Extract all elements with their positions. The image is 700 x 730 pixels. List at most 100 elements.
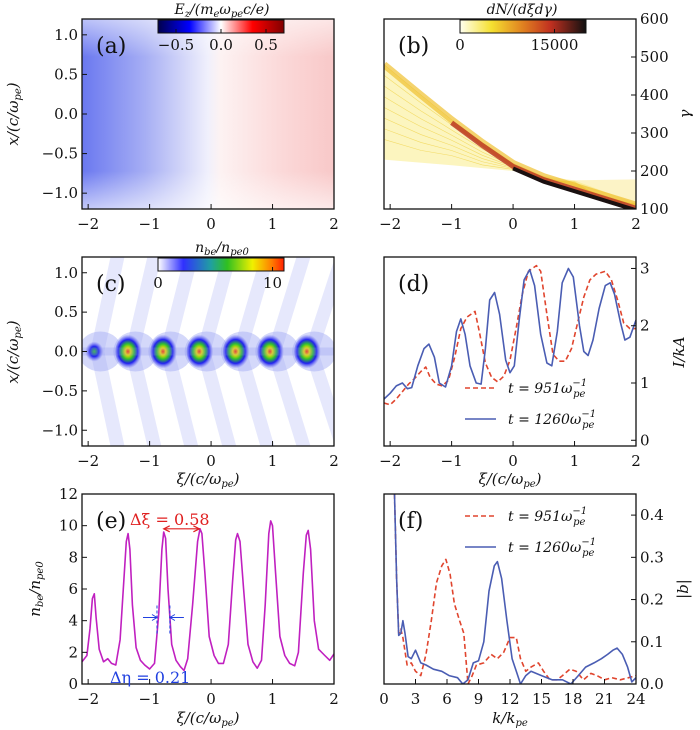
x-tick-label: 2 [329, 690, 339, 708]
panel-c-ylabel: x/(c/ωpe) [4, 320, 24, 383]
panel-c-colorbar [157, 257, 285, 272]
panel-f: (f) t = 951ω−1 pe t = 1260ω−1 pe 0 3 6 9 12 15 1… [379, 493, 692, 729]
y-tick-label: 2 [640, 317, 650, 335]
x-tick-label: −1 [441, 452, 463, 470]
fwhm-arrowhead-left [151, 614, 158, 621]
x-tick-label: 0 [508, 215, 518, 233]
panel-f-axes: 0 3 6 9 12 15 18 21 240.0 0.1 0.2 0.3 0.4 [379, 506, 664, 708]
y-tick-label: 0.1 [640, 633, 664, 651]
panel-d-legend: t = 951ω−1 pe t = 1260ω−1 pe [465, 378, 596, 431]
y-tick-label: 1.0 [54, 264, 78, 282]
x-tick-label: 1 [268, 690, 278, 708]
y-tick-label: 600 [640, 10, 669, 28]
y-tick-label: 0.2 [640, 591, 664, 609]
bunch [115, 334, 144, 369]
x-tick-label: 12 [500, 690, 519, 708]
panel-b-density-map [384, 61, 636, 209]
bunch [257, 334, 286, 369]
x-tick-label: −1 [139, 215, 161, 233]
y-tick-label: 4 [68, 612, 78, 630]
y-tick-label: 100 [640, 200, 669, 218]
x-tick-label: 15 [532, 690, 551, 708]
y-tick-label: −1.0 [42, 421, 78, 439]
y-tick-label: 0 [640, 431, 650, 449]
x-tick-label: 2 [631, 215, 641, 233]
y-tick-label: −0.5 [42, 145, 78, 163]
density-profile-line [82, 520, 334, 672]
panel-b-axes: −2 −1 0 1 2 600 500 400 300 200 100 [379, 10, 669, 233]
colorbar-tick-label: −0.5 [158, 36, 194, 54]
arrowhead-left [162, 525, 171, 533]
x-tick-label: 6 [442, 690, 452, 708]
colorbar-tick-label: 0.5 [254, 36, 278, 54]
x-tick-label: −1 [441, 215, 463, 233]
y-tick-label: 0.3 [640, 548, 664, 566]
panel-b: dN/(dξdγ) (b) 0 15000 −2 −1 0 1 2 600 500 400 300… [379, 2, 694, 233]
bunch [222, 334, 251, 369]
beam-axis-glow [82, 347, 334, 356]
panel-d-label: (d) [398, 272, 429, 297]
annotation-delta-eta: Δη = 0.21 [110, 668, 190, 687]
colorbar-tick-label: 10 [263, 274, 282, 292]
density-fan [384, 64, 636, 206]
series-line-951 [384, 264, 636, 406]
colorbar-tick-label: 15000 [531, 36, 579, 54]
y-tick-label: 0.4 [640, 506, 664, 524]
y-tick-label: 200 [640, 162, 669, 180]
panel-f-ylabel: |b| [674, 579, 692, 599]
panel-c-colorbar-title: nbe/npe0 [195, 240, 249, 258]
bunch [150, 334, 179, 369]
panel-e-xlabel: ξ/(c/ωpe) [176, 709, 239, 729]
x-tick-label: −1 [139, 452, 161, 470]
x-tick-label: −2 [379, 452, 401, 470]
y-tick-label: 0.0 [54, 343, 78, 361]
y-tick-label: 8 [68, 548, 78, 566]
panel-c: nbe/npe0 (c) 0 10 −2 −1 0 1 2 1.0 0.5 0.0 −0.5 −1.… [4, 240, 339, 490]
panel-a-colorbar-title: Ez/(meωpec/e) [174, 2, 270, 20]
y-tick-label: −0.5 [42, 382, 78, 400]
x-tick-label: 0 [206, 690, 216, 708]
bunch [85, 341, 104, 362]
panel-a: Ez/(meωpec/e) (a) −0.5 0.0 0.5 −2 −1 0 1 2 1.0 0… [4, 2, 339, 233]
y-tick-label: 0.5 [54, 65, 78, 83]
y-tick-label: 1.0 [54, 26, 78, 44]
panel-b-frame [383, 18, 637, 210]
panel-b-colorbar-ticks: 0 15000 [455, 29, 578, 54]
x-tick-label: 1 [570, 215, 580, 233]
y-tick-label: 12 [59, 485, 78, 503]
fwhm-arrowhead-right [168, 614, 176, 621]
panel-e-label: (e) [96, 509, 126, 534]
bunch [294, 334, 323, 369]
x-tick-label: 0 [379, 690, 389, 708]
y-tick-label: 2 [68, 643, 78, 661]
panel-e-plot-area [82, 520, 334, 672]
x-tick-label: 21 [595, 690, 614, 708]
series-line-1260 [393, 494, 636, 684]
y-tick-label: 0.5 [54, 303, 78, 321]
panel-f-plot-area [393, 494, 636, 684]
panel-d-axes: −2 −1 0 1 2 0 1 2 3 [379, 259, 649, 470]
bunch [186, 334, 215, 369]
panel-c-colorbar-ticks: 0 10 [153, 267, 282, 292]
panel-f-label: (f) [398, 509, 423, 534]
legend-label-951: t = 951ω−1 pe [508, 378, 587, 400]
x-tick-label: 9 [474, 690, 484, 708]
x-tick-label: 0 [206, 452, 216, 470]
y-tick-label: 1 [640, 374, 650, 392]
panel-b-colorbar-title: dN/(dξdγ) [487, 2, 558, 18]
panel-f-xlabel: k/kpe [492, 709, 528, 729]
series-line-1260 [384, 267, 636, 400]
panel-c-axes: −2 −1 0 1 2 1.0 0.5 0.0 −0.5 −1.0 [42, 264, 339, 470]
arrowhead-right [193, 525, 201, 533]
annotation-delta-xi: Δξ = 0.58 [130, 510, 210, 529]
legend-label-1260: t = 1260ω−1 pe [508, 409, 596, 431]
panel-f-legend: t = 951ω−1 pe t = 1260ω−1 pe [465, 506, 596, 559]
x-tick-label: −2 [379, 215, 401, 233]
y-tick-label: 500 [640, 48, 669, 66]
panel-d: (d) −2 −1 0 1 2 0 1 2 3 t = 951ω−1 pe t = 1260ω−1… [379, 256, 688, 490]
y-tick-label: 0.0 [54, 105, 78, 123]
x-tick-label: 1 [268, 452, 278, 470]
legend-label-1260: t = 1260ω−1 pe [508, 537, 596, 559]
